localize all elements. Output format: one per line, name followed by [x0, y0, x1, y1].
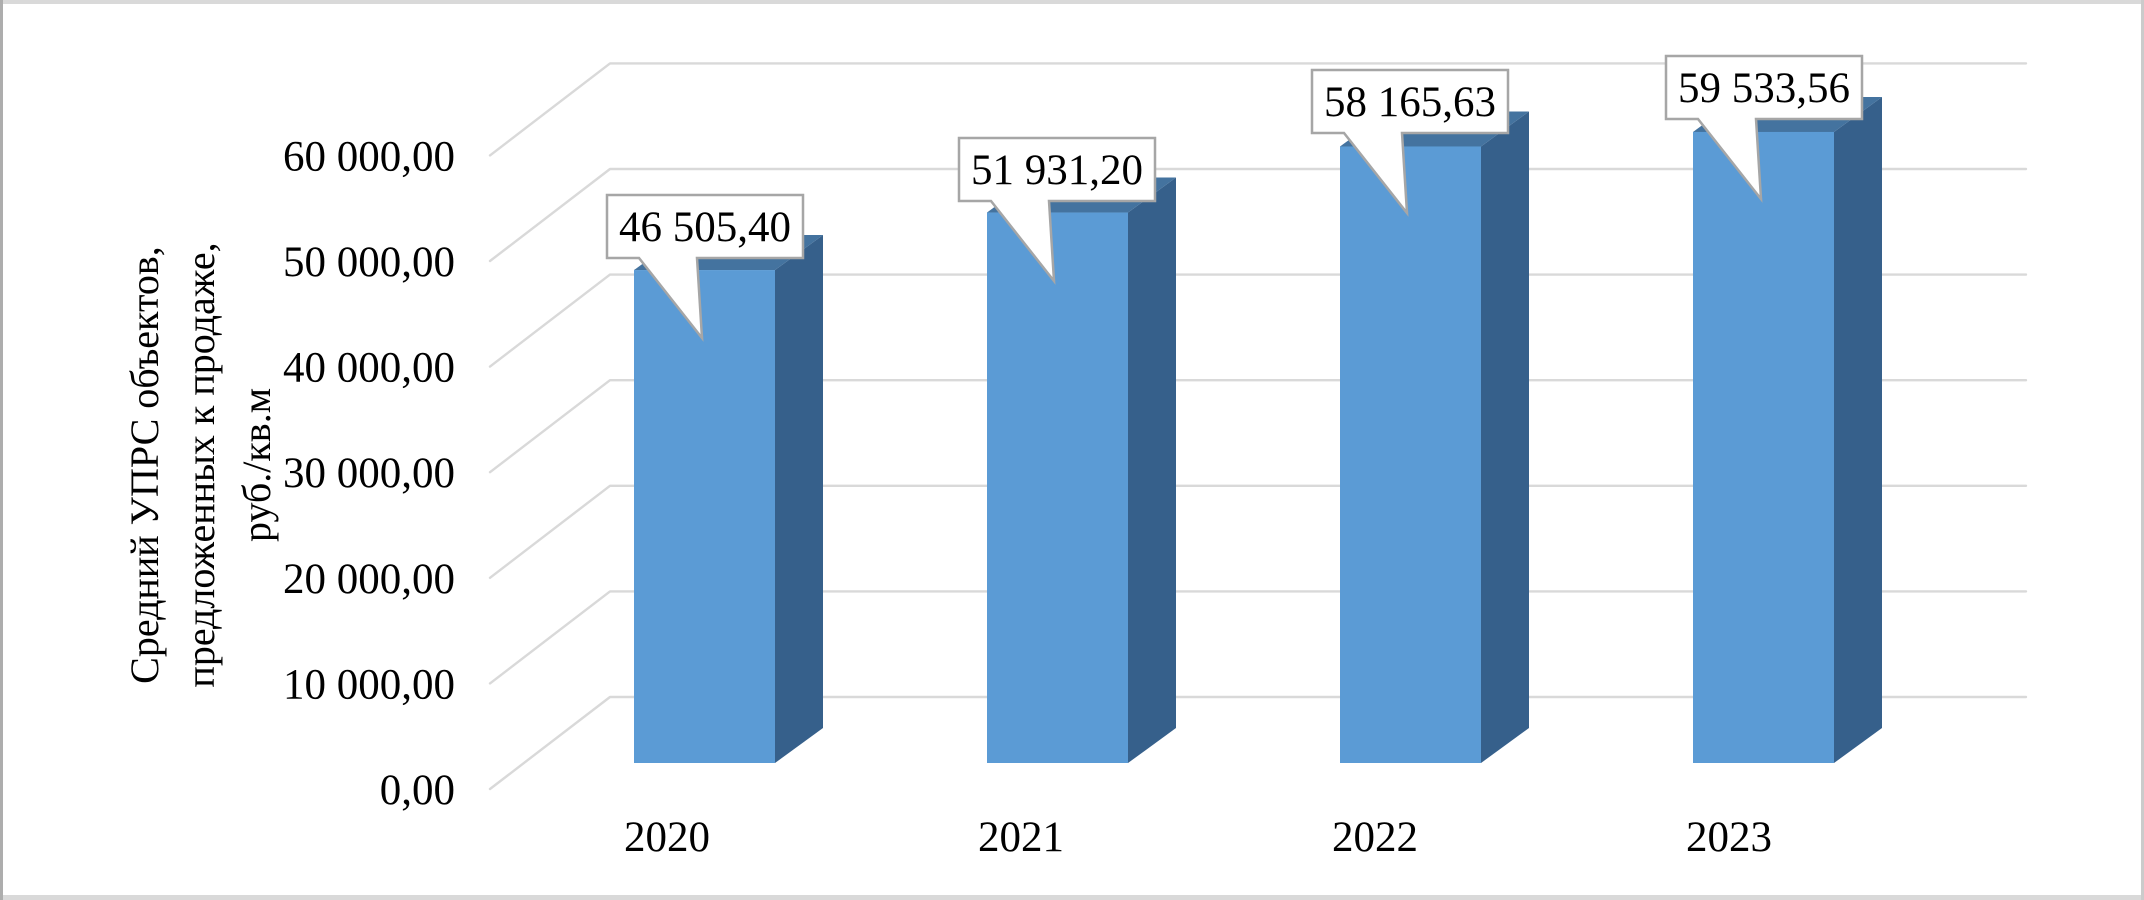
- data-label-callout: [605, 193, 805, 342]
- data-label-value: 58 165,63: [1324, 79, 1496, 126]
- x-axis-label: 2022: [1332, 814, 1418, 861]
- data-label-callout: [1310, 68, 1510, 217]
- data-label-value: 46 505,40: [619, 204, 791, 251]
- bar-side-face: [1834, 96, 1882, 763]
- data-label-value: 51 931,20: [971, 147, 1143, 194]
- x-axis-label: 2021: [978, 814, 1064, 861]
- y-tick-label: 10 000,00: [283, 661, 455, 708]
- gridline: [488, 379, 2028, 474]
- bar-front-face: [987, 212, 1128, 763]
- gridline: [488, 695, 2028, 791]
- gridline: [488, 62, 2028, 157]
- y-axis-title: Средний УПРС объектов, предложенных к пр…: [117, 215, 285, 715]
- y-axis-title-line: предложенных к продаже,: [178, 242, 223, 688]
- data-label-callout: [957, 136, 1157, 285]
- screenshot-border-bottom: [0, 895, 2144, 900]
- y-axis-title-line: Средний УПРС объектов,: [122, 246, 167, 684]
- bar-side-face: [775, 235, 823, 764]
- bar-side-face: [1481, 111, 1529, 763]
- gridline: [488, 167, 2028, 263]
- y-tick-label: 20 000,00: [283, 556, 455, 603]
- bar-side-face: [1128, 177, 1176, 763]
- gridline: [488, 484, 2028, 579]
- screenshot-border-left: [0, 0, 3, 900]
- screenshot-border-top: [0, 0, 2144, 4]
- data-label-value: 59 533,56: [1678, 65, 1850, 112]
- y-tick-label: 60 000,00: [283, 133, 455, 180]
- bar-front-face: [1693, 131, 1834, 763]
- bar-front-face: [1340, 146, 1481, 763]
- x-axis-label: 2023: [1686, 814, 1772, 861]
- gridline: [488, 590, 2028, 685]
- screenshot-border-right: [2141, 0, 2144, 900]
- y-axis-title-line: руб./кв.м: [234, 387, 279, 543]
- bar-front-face: [634, 270, 775, 763]
- data-label-callout: [1664, 54, 1864, 203]
- gridline: [488, 273, 2028, 368]
- y-tick-label: 30 000,00: [283, 450, 455, 497]
- y-tick-label: 0,00: [380, 767, 455, 814]
- x-axis-label: 2020: [624, 814, 710, 861]
- y-tick-label: 40 000,00: [283, 345, 455, 392]
- y-tick-label: 50 000,00: [283, 239, 455, 286]
